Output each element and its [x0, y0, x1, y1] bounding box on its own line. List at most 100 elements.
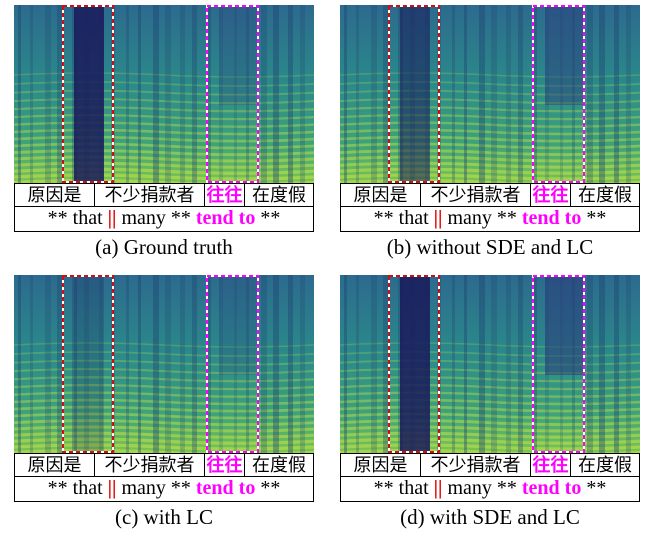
english-word: tend to: [521, 477, 582, 499]
chinese-word: 不少捐款者: [421, 454, 531, 476]
harmonic: [14, 419, 314, 427]
harmonic: [340, 383, 640, 391]
column: [344, 275, 347, 453]
column: [300, 5, 305, 183]
harmonic: [14, 398, 314, 406]
harmonic: [14, 167, 314, 175]
column: [57, 275, 63, 453]
dark-region: [74, 275, 104, 453]
harmonic: [14, 412, 314, 420]
magenta-box: [532, 5, 585, 183]
harmonic: [14, 128, 314, 136]
column: [57, 5, 63, 183]
harmonic: [14, 89, 314, 96]
column: [614, 5, 619, 183]
column: [371, 5, 377, 183]
column: [614, 275, 619, 453]
chinese-row: 原因是 不少捐款者 往往 在度假: [14, 183, 314, 207]
harmonic: [14, 437, 314, 445]
column: [273, 5, 279, 183]
column: [545, 5, 549, 183]
column: [180, 5, 185, 183]
chinese-word: 不少捐款者: [421, 184, 531, 206]
spectrogram: [14, 275, 314, 453]
magenta-box: [532, 275, 585, 453]
red-box: [62, 275, 114, 453]
harmonic: [14, 106, 314, 113]
column: [491, 5, 497, 183]
column: [153, 275, 159, 453]
column: [165, 275, 171, 453]
column: [533, 275, 537, 453]
english-word: **: [260, 477, 281, 499]
column: [192, 275, 197, 453]
column: [383, 5, 389, 183]
harmonic: [340, 113, 640, 121]
chinese-word: 在度假: [578, 185, 632, 205]
chinese-word: 原因是: [15, 184, 95, 206]
red-box: [388, 275, 440, 453]
red-box: [62, 5, 114, 183]
column: [180, 275, 185, 453]
harmonic: [14, 173, 314, 181]
english-word: ||: [107, 477, 117, 499]
chinese-word: 在度假: [252, 185, 306, 205]
column: [18, 5, 21, 183]
english-word: many **: [121, 477, 191, 499]
column: [138, 5, 141, 183]
column: [72, 275, 77, 453]
column: [288, 275, 293, 453]
column: [45, 5, 51, 183]
dark-region: [545, 5, 583, 105]
chinese-word: 原因是: [341, 184, 421, 206]
column: [234, 275, 237, 453]
english-word: **: [586, 207, 607, 229]
harmonic: [340, 149, 640, 157]
column: [506, 275, 511, 453]
harmonic: [340, 89, 640, 96]
english-row: ** that || many ** tend to **: [14, 477, 314, 502]
column: [18, 275, 21, 453]
column: [138, 275, 141, 453]
harmonic: [340, 437, 640, 445]
harmonic: [14, 431, 314, 439]
english-word: tend to: [521, 207, 582, 229]
column: [192, 5, 197, 183]
column: [356, 275, 359, 453]
harmonic: [340, 351, 640, 357]
harmonic: [14, 359, 314, 366]
column: [587, 275, 593, 453]
spectrogram: [340, 5, 640, 183]
harmonic: [14, 342, 314, 348]
chinese-word: 在度假: [578, 455, 632, 475]
column: [153, 5, 159, 183]
column: [45, 275, 51, 453]
spectrogram: [14, 5, 314, 183]
harmonic: [340, 412, 640, 420]
chinese-word: 原因是: [341, 454, 421, 476]
harmonic: [14, 443, 314, 451]
harmonic: [340, 173, 640, 181]
harmonic: [14, 72, 314, 78]
column: [126, 275, 129, 453]
dark-region: [400, 5, 430, 183]
harmonic: [340, 135, 640, 143]
panel: 原因是 不少捐款者 往往 在度假 ** that || many ** tend to …: [340, 5, 640, 260]
column: [288, 5, 293, 183]
column: [165, 5, 171, 183]
harmonic: [340, 121, 640, 128]
chinese-word: 往往: [205, 454, 245, 476]
harmonic: [340, 398, 640, 406]
column: [219, 5, 223, 183]
harmonic: [14, 351, 314, 357]
chinese-word: 不少捐款者: [95, 454, 205, 476]
harmonic: [340, 155, 640, 163]
harmonic: [14, 368, 314, 375]
harmonic: [14, 405, 314, 413]
harmonic: [14, 383, 314, 391]
column: [246, 5, 249, 183]
harmonic: [340, 448, 640, 453]
harmonic: [340, 342, 640, 348]
harmonic: [340, 391, 640, 398]
